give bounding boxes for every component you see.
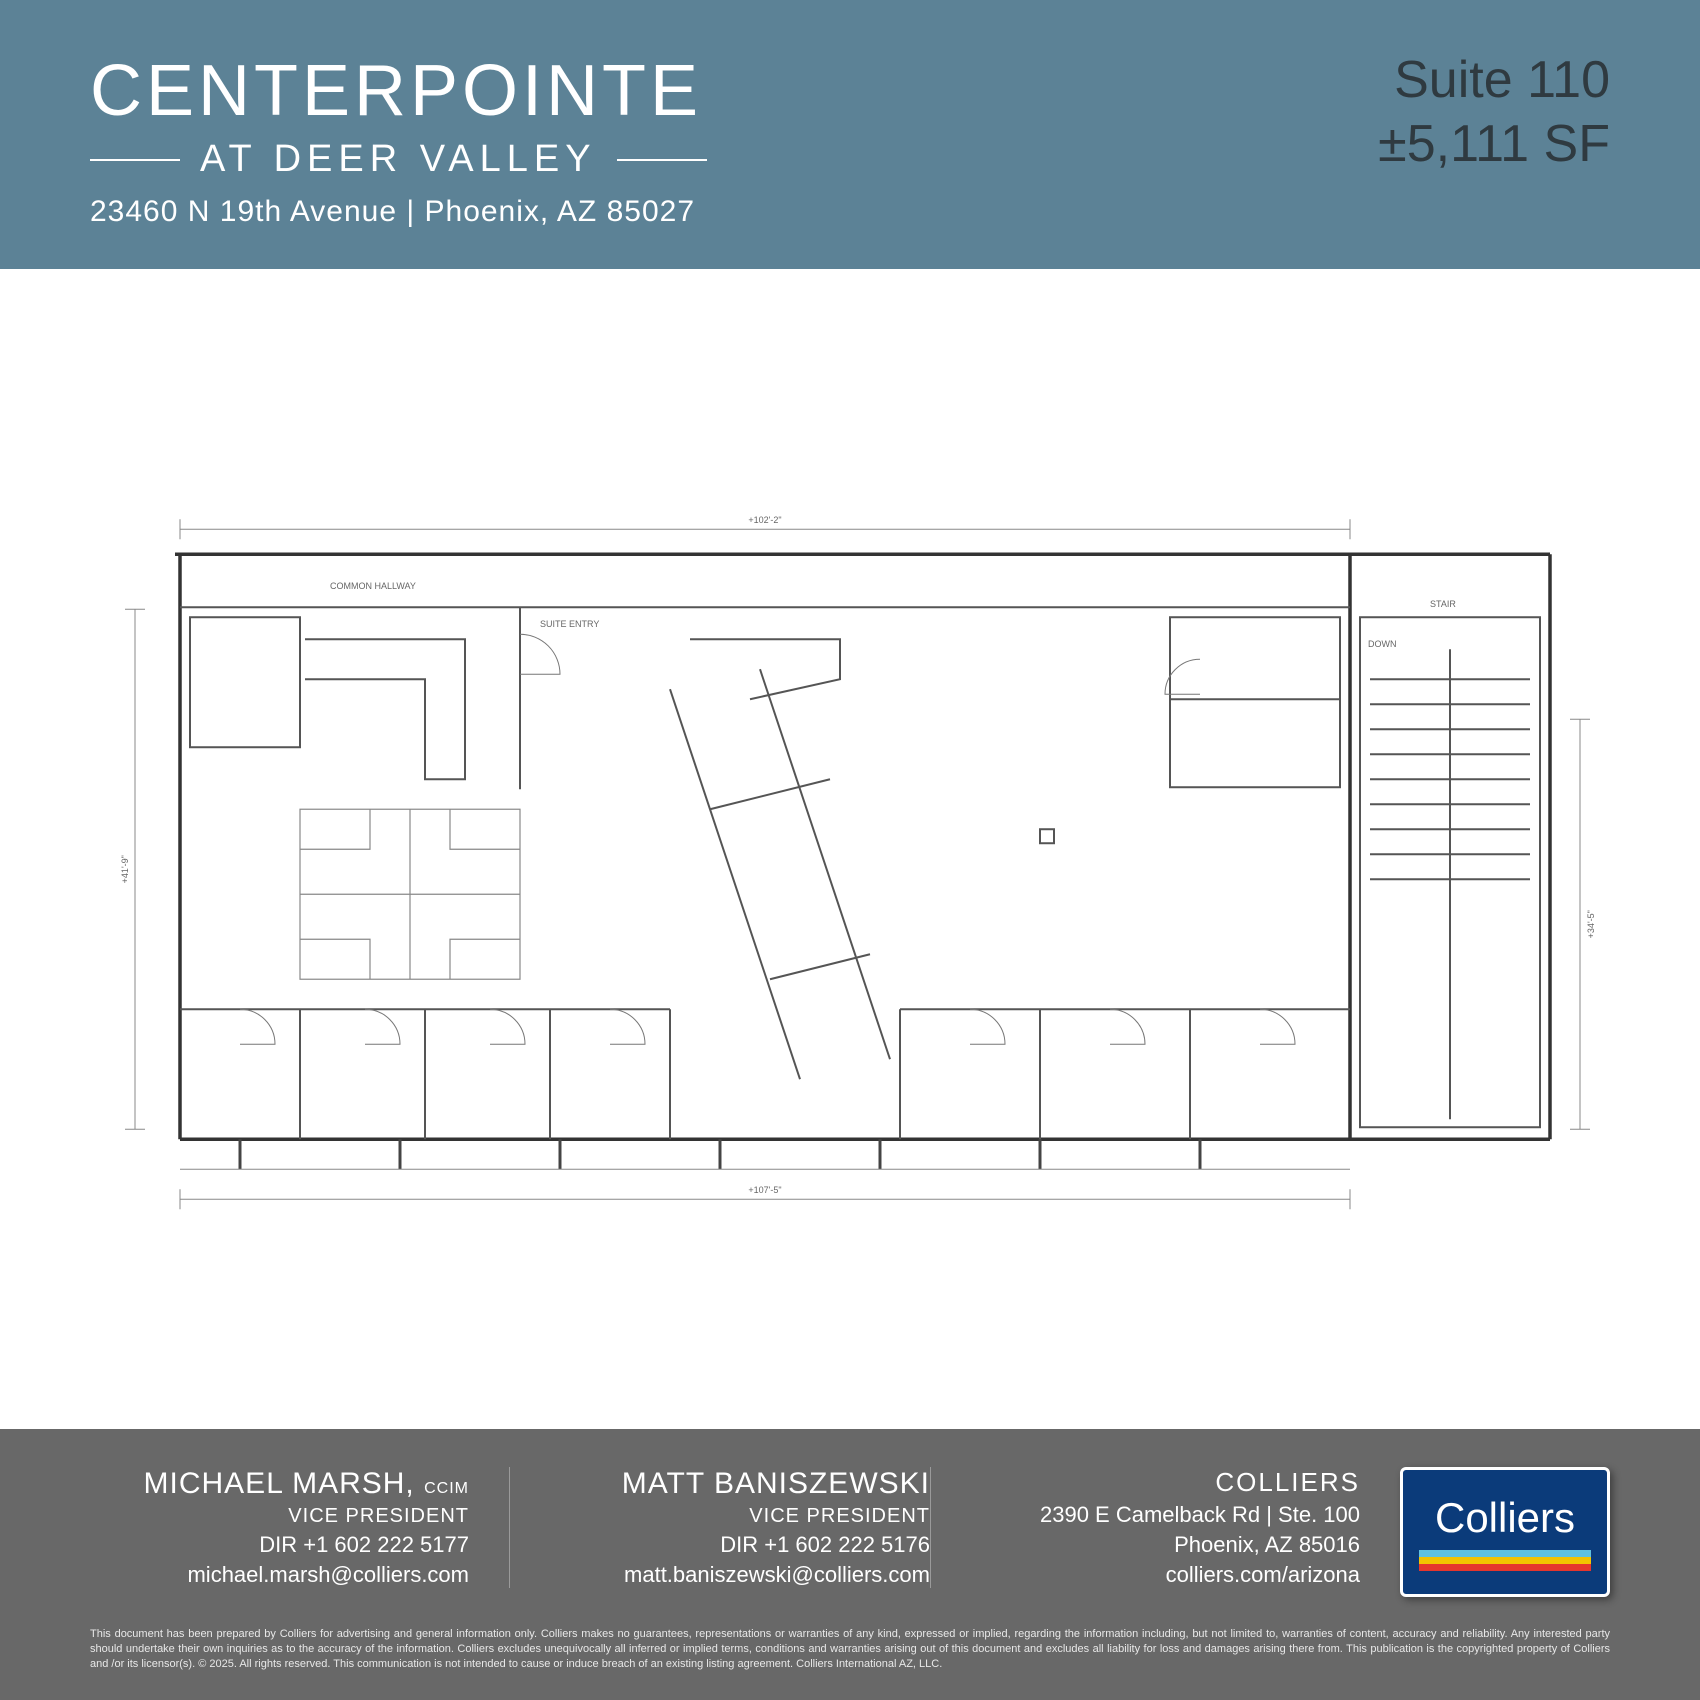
logo-bar-3 (1419, 1564, 1590, 1571)
company-name: COLLIERS (971, 1467, 1360, 1498)
logo-container: Colliers (1360, 1467, 1610, 1597)
stair-label: STAIR (1430, 599, 1456, 609)
logo-bars (1419, 1550, 1590, 1571)
rule-right (617, 159, 707, 161)
suite-line: Suite 110 (1378, 50, 1610, 110)
subtitle-row: AT DEER VALLEY (90, 138, 707, 181)
rule-left (90, 159, 180, 161)
header-banner: CENTERPOINTE AT DEER VALLEY 23460 N 19th… (0, 0, 1700, 269)
dim-left-label: +41'-9" (120, 855, 130, 883)
footer-top-row: MICHAEL MARSH, CCIM VICE PRESIDENT DIR +… (90, 1467, 1610, 1597)
dim-bottom-label: +107'-5" (748, 1185, 781, 1195)
dim-right-label: +34'-5" (1586, 910, 1596, 938)
company-line2: Phoenix, AZ 85016 (971, 1532, 1360, 1558)
contact-2: MATT BANISZEWSKI VICE PRESIDENT DIR +1 6… (510, 1467, 930, 1588)
contact-1-phone: DIR +1 602 222 5177 (90, 1532, 469, 1558)
square-footage: ±5,111 SF (1378, 114, 1610, 174)
logo-text: Colliers (1435, 1494, 1575, 1542)
contact-1-cred: CCIM (424, 1480, 469, 1497)
dim-top-label: +102'-2" (748, 515, 781, 525)
contact-2-email: matt.baniszewski@colliers.com (550, 1562, 930, 1588)
disclaimer-text: This document has been prepared by Colli… (90, 1627, 1610, 1672)
suite-number: 110 (1527, 51, 1610, 109)
floorplan-svg-container: +102'-2" +107'-5" +41'-9" +34'-5" (70, 309, 1630, 1409)
footer: MICHAEL MARSH, CCIM VICE PRESIDENT DIR +… (0, 1429, 1700, 1700)
suite-label: Suite (1394, 51, 1527, 109)
logo-bar-1 (1419, 1550, 1590, 1557)
company-block: COLLIERS 2390 E Camelback Rd | Ste. 100 … (930, 1467, 1360, 1588)
property-address: 23460 N 19th Avenue | Phoenix, AZ 85027 (90, 195, 707, 229)
contact-1-title: VICE PRESIDENT (90, 1505, 469, 1528)
logo-bar-2 (1419, 1557, 1590, 1564)
property-name: CENTERPOINTE (90, 50, 707, 132)
contact-2-name: MATT BANISZEWSKI (550, 1467, 930, 1501)
entry-label: SUITE ENTRY (540, 619, 599, 629)
contact-1: MICHAEL MARSH, CCIM VICE PRESIDENT DIR +… (90, 1467, 510, 1588)
header-right: Suite 110 ±5,111 SF (1378, 50, 1610, 174)
company-line1: 2390 E Camelback Rd | Ste. 100 (971, 1502, 1360, 1528)
contact-2-title: VICE PRESIDENT (550, 1505, 930, 1528)
floorplan-svg: +102'-2" +107'-5" +41'-9" +34'-5" (70, 309, 1630, 1409)
header-left: CENTERPOINTE AT DEER VALLEY 23460 N 19th… (90, 50, 707, 229)
contact-2-phone: DIR +1 602 222 5176 (550, 1532, 930, 1558)
company-line3: colliers.com/arizona (971, 1562, 1360, 1588)
colliers-logo: Colliers (1400, 1467, 1610, 1597)
contact-1-email: michael.marsh@colliers.com (90, 1562, 469, 1588)
down-label: DOWN (1368, 639, 1397, 649)
floorplan-area: +102'-2" +107'-5" +41'-9" +34'-5" (0, 269, 1700, 1429)
hallway-label: COMMON HALLWAY (330, 581, 416, 591)
contact-1-name: MICHAEL MARSH, CCIM (90, 1467, 469, 1501)
property-subtitle: AT DEER VALLEY (200, 138, 597, 181)
